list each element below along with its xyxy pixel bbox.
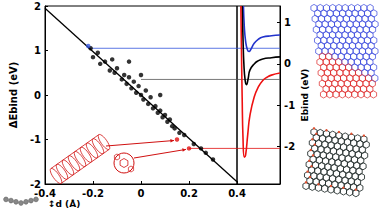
svg-text:-1: -1	[30, 134, 41, 145]
svg-text:-0.4: -0.4	[34, 188, 56, 199]
svg-text:ΔEbind (eV): ΔEbind (eV)	[8, 62, 19, 129]
svg-text:-0.2: -0.2	[82, 188, 104, 199]
svg-text:2: 2	[34, 1, 41, 12]
svg-text:0.2: 0.2	[180, 188, 198, 199]
svg-text:0: 0	[138, 188, 145, 199]
svg-text:Ebind (eV): Ebind (eV)	[300, 69, 310, 122]
svg-text:0.4: 0.4	[228, 188, 246, 199]
svg-text:1: 1	[34, 45, 41, 56]
svg-text:1: 1	[284, 17, 291, 28]
svg-text:0: 0	[284, 58, 291, 69]
svg-text:0: 0	[34, 90, 41, 101]
svg-text:-1: -1	[284, 100, 295, 111]
svg-text:-2: -2	[284, 141, 295, 152]
svg-text:↕d (Å): ↕d (Å)	[48, 199, 80, 209]
svg-text:-2: -2	[29, 178, 41, 190]
